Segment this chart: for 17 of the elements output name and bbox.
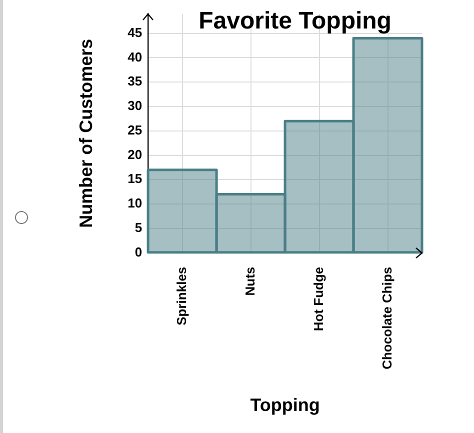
y-tick-label: 35 <box>128 74 142 89</box>
y-tick-label: 40 <box>128 49 142 64</box>
y-tick-label: 10 <box>128 196 142 211</box>
chart-title: Favorite Topping <box>198 8 392 35</box>
x-tick-label: Hot Fudge <box>310 266 326 332</box>
x-tick-label: Sprinkles <box>174 266 189 326</box>
x-axis-title: Topping <box>250 395 320 416</box>
y-tick-label: 30 <box>128 98 142 114</box>
y-tick-label: 45 <box>128 24 142 40</box>
y-tick-label: 25 <box>128 122 142 138</box>
y-tick-label: 15 <box>128 171 142 186</box>
x-tick-label: Chocolate Chips <box>379 266 394 370</box>
y-tick-label: 5 <box>134 220 142 236</box>
y-tick-label: 20 <box>128 146 142 162</box>
x-tick-label: Nuts <box>242 266 258 296</box>
y-axis-title: Number of Customers <box>76 38 96 228</box>
y-tick-label: 0 <box>134 244 142 260</box>
